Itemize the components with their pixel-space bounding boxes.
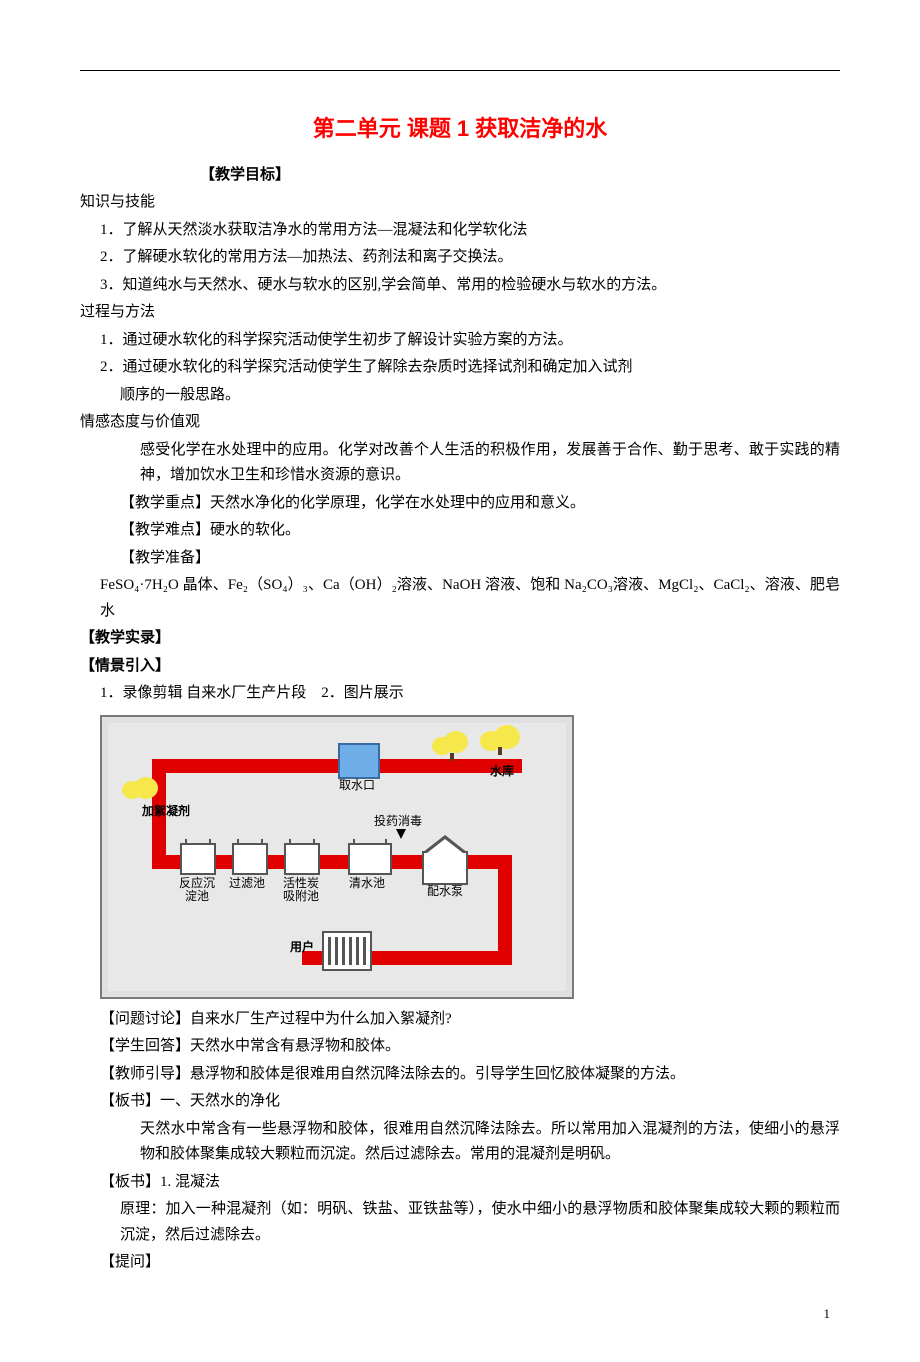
user-building — [322, 931, 372, 971]
student-answer: 【学生回答】天然水中常含有悬浮物和胶体。 — [100, 1034, 840, 1060]
process-item-2b: 顺序的一般思路。 — [120, 383, 840, 409]
blackboard-1: 【板书】一、天然水的净化 — [100, 1089, 840, 1115]
teaching-focus: 【教学重点】天然水净化的化学原理，化学在水处理中的应用和意义。 — [120, 491, 840, 517]
prep-materials: FeSO₄·7H₂O 晶体、Fe₂（SO₄）₃、Ca（OH）₂溶液、NaOH 溶… — [100, 573, 840, 624]
page-number: 1 — [80, 1306, 840, 1322]
document-title: 第二单元 课题 1 获取洁净的水 — [80, 111, 840, 143]
disinfect-label: 投药消毒 — [374, 815, 422, 828]
process-method-header: 过程与方法 — [80, 300, 840, 326]
carbon-pond-label: 活性炭 吸附池 — [276, 877, 326, 903]
top-rule — [80, 70, 840, 71]
process-item-2: 2．通过硬水软化的科学探究活动使学生了解除去杂质时选择试剂和确定加入试剂 — [100, 355, 840, 381]
attitude-header: 情感态度与价值观 — [80, 410, 840, 436]
intake-node — [338, 743, 380, 779]
tree-icon-2 — [480, 725, 520, 751]
blackboard-2-detail: 原理：加入一种混凝剂（如：明矾、铁盐、亚铁盐等），使水中细小的悬浮物质和胶体聚集… — [120, 1197, 840, 1248]
reaction-pond-box — [180, 843, 216, 875]
situation-intro-header: 【情景引入】 — [80, 654, 840, 680]
disinfect-arrow-icon — [396, 829, 406, 839]
knowledge-skills-header: 知识与技能 — [80, 190, 840, 216]
user-label: 用户 — [284, 941, 320, 954]
pipe-right-down — [498, 855, 512, 965]
reaction-pond-label: 反应沉 淀池 — [172, 877, 222, 903]
intake-label: 取水口 — [332, 779, 382, 792]
clear-pond-label: 清水池 — [342, 877, 392, 890]
teaching-prep-header: 【教学准备】 — [120, 546, 840, 572]
teaching-record-header: 【教学实录】 — [80, 626, 840, 652]
carbon-pond-box — [284, 843, 320, 875]
tree-icon-3 — [122, 777, 162, 803]
document-page: 第二单元 课题 1 获取洁净的水 【教学目标】 知识与技能 1．了解从天然淡水获… — [0, 0, 920, 1362]
reservoir-label: 水库 — [482, 765, 522, 778]
teaching-difficulty: 【教学难点】硬水的软化。 — [120, 518, 840, 544]
teacher-guide: 【教师引导】悬浮物和胶体是很难用自然沉降法除去的。引导学生回忆胶体凝聚的方法。 — [100, 1062, 840, 1088]
situation-item-1: 1．录像剪辑 自来水厂生产片段 2．图片展示 — [100, 681, 840, 707]
clear-pond-box — [348, 843, 392, 875]
knowledge-item-1: 1．了解从天然淡水获取洁净水的常用方法—混凝法和化学软化法 — [100, 218, 840, 244]
question-prompt: 【提问】 — [100, 1250, 840, 1276]
filter-pond-box — [232, 843, 268, 875]
water-treatment-diagram: 取水口 水库 加絮凝剂 投药消毒 反应沉 淀池 过滤池 活性炭 吸附池 清水池 … — [100, 715, 574, 999]
pipe-top — [152, 759, 522, 773]
filter-pond-label: 过滤池 — [224, 877, 270, 890]
process-item-1: 1．通过硬水软化的科学探究活动使学生初步了解设计实验方案的方法。 — [100, 328, 840, 354]
tree-icon-1 — [432, 731, 472, 757]
question-discuss: 【问题讨论】自来水厂生产过程中为什么加入絮凝剂? — [100, 1007, 840, 1033]
pump-label: 配水泵 — [420, 885, 470, 898]
knowledge-item-3: 3．知道纯水与天然水、硬水与软水的区别,学会简单、常用的检验硬水与软水的方法。 — [100, 273, 840, 299]
knowledge-item-2: 2．了解硬水软化的常用方法—加热法、药剂法和离子交换法。 — [100, 245, 840, 271]
blackboard-2: 【板书】1. 混凝法 — [100, 1170, 840, 1196]
pump-house — [422, 851, 468, 885]
blackboard-1-detail: 天然水中常含有一些悬浮物和胶体，很难用自然沉降法除去。所以常用加入混凝剂的方法，… — [140, 1117, 840, 1168]
add-coagulant-label: 加絮凝剂 — [142, 805, 190, 818]
teaching-goal-header: 【教学目标】 — [200, 163, 840, 184]
attitude-text: 感受化学在水处理中的应用。化学对改善个人生活的积极作用，发展善于合作、勤于思考、… — [140, 438, 840, 489]
